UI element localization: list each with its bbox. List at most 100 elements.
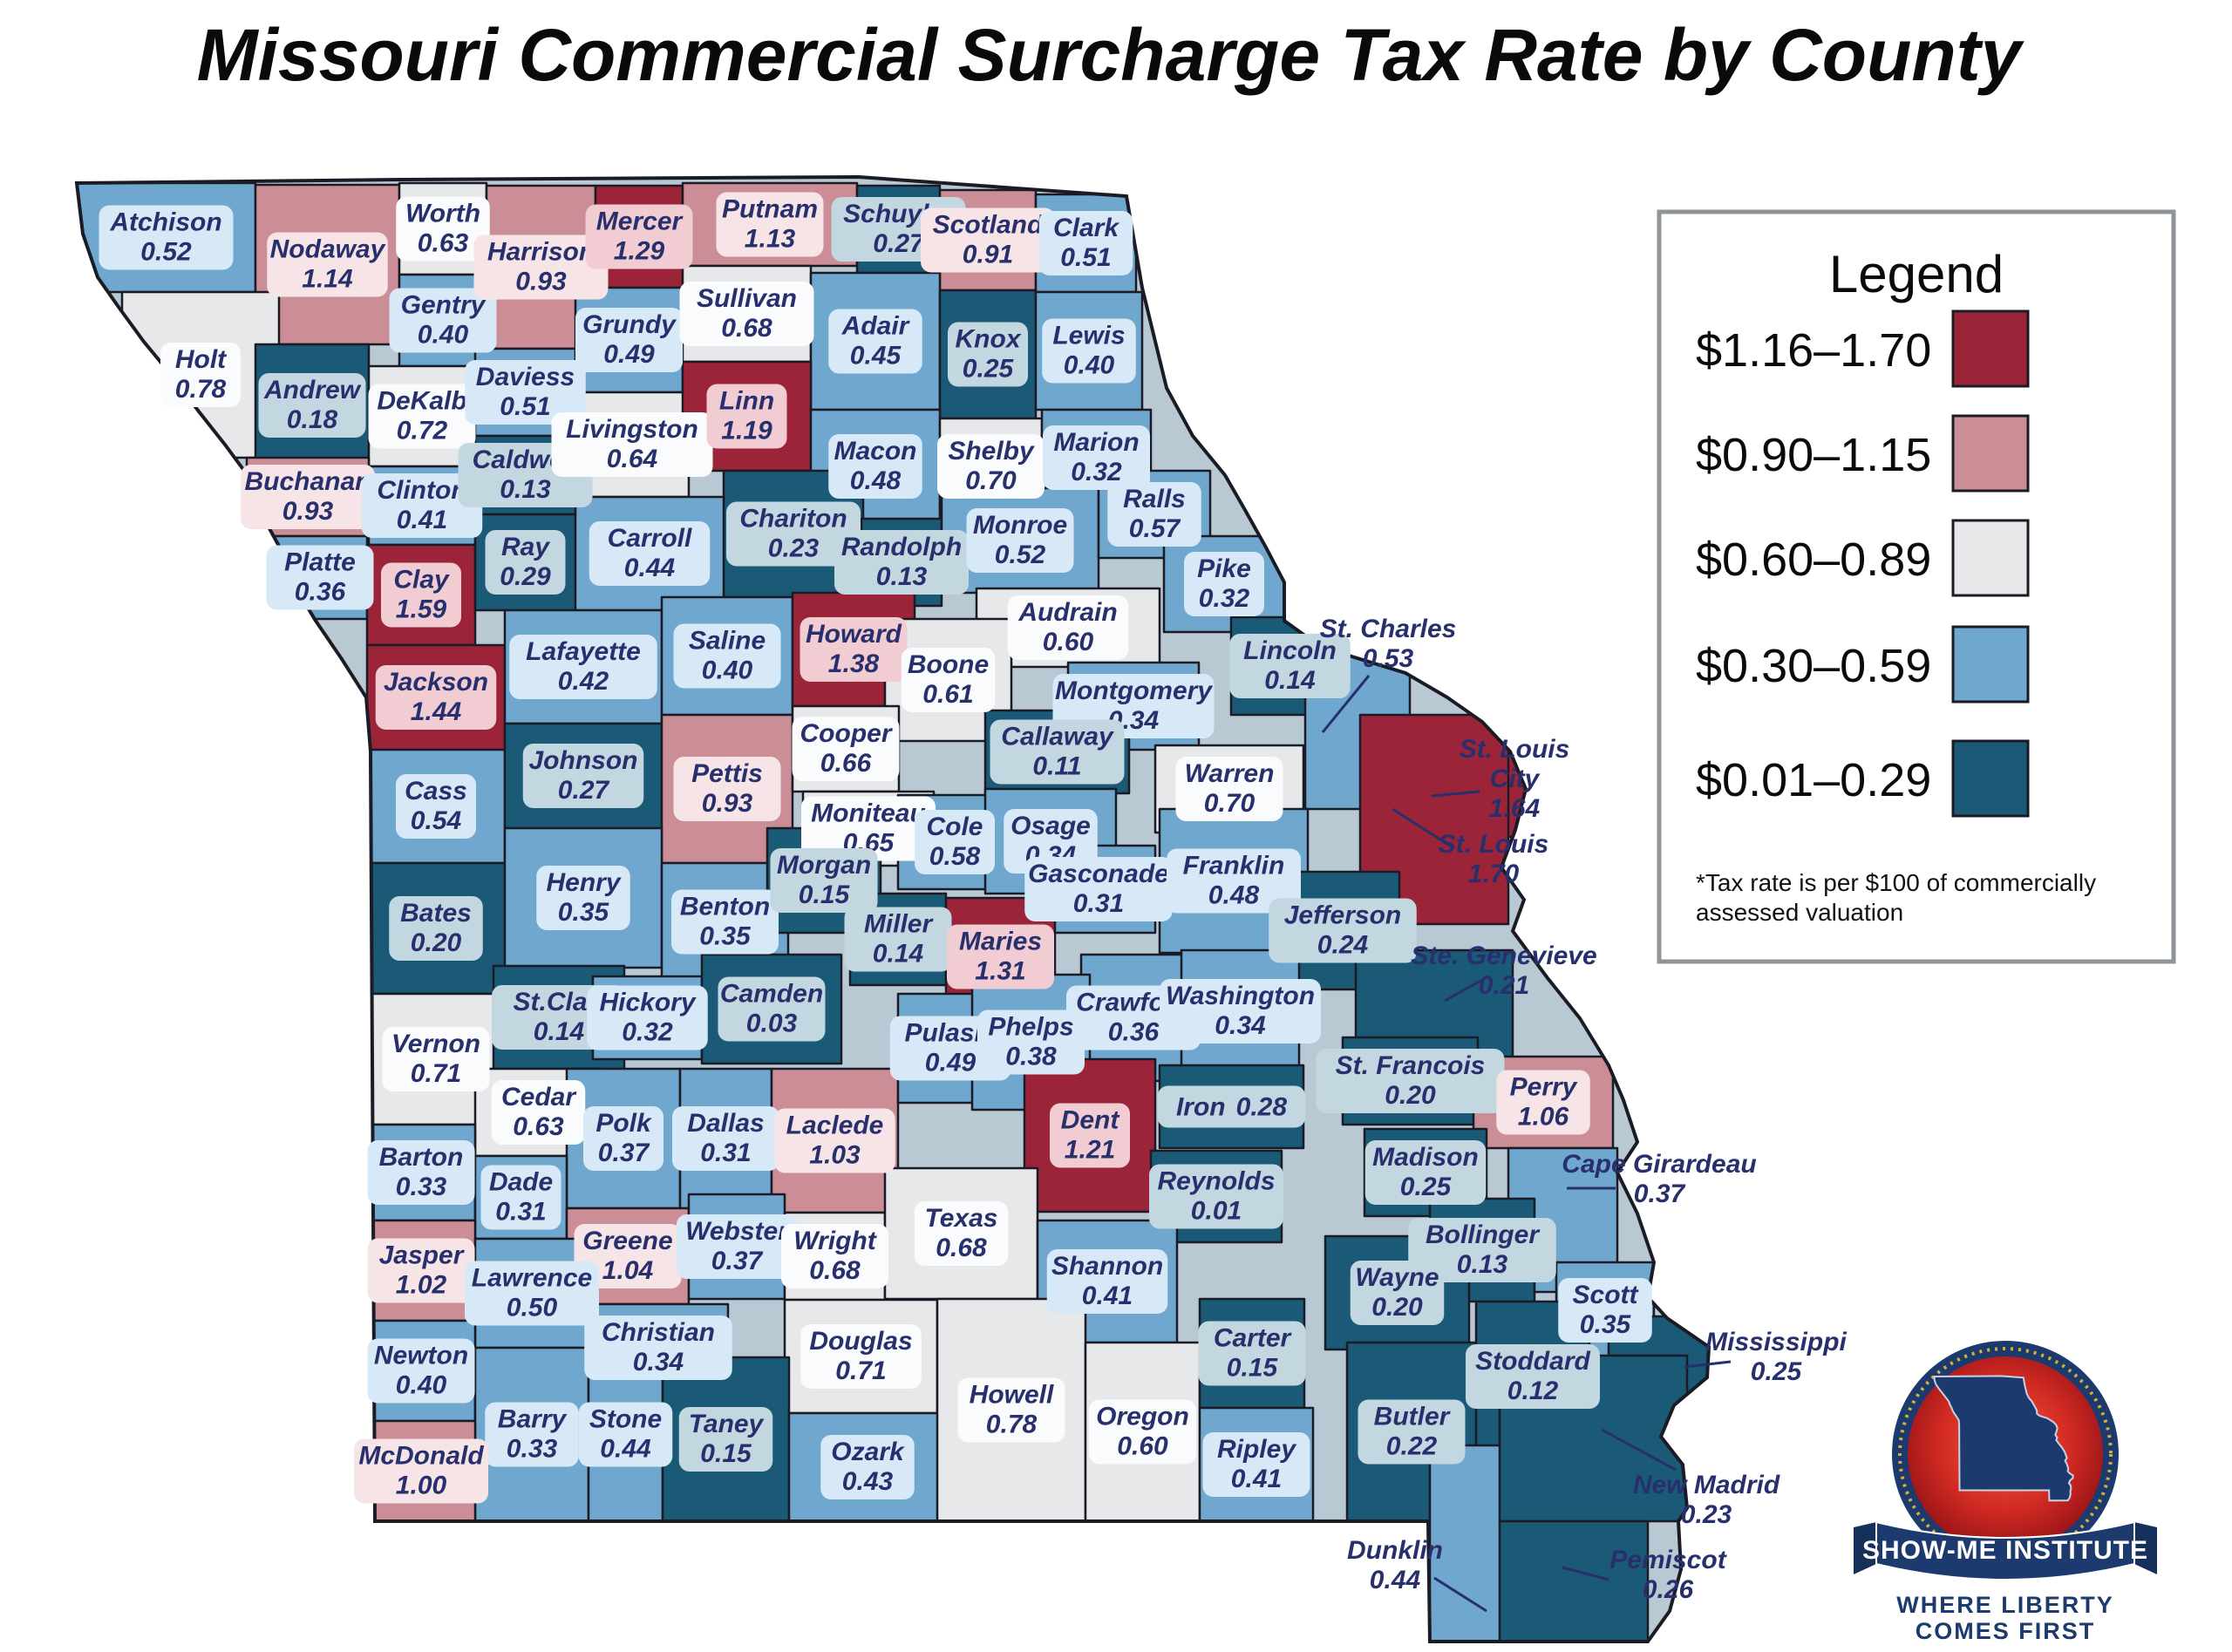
label-value-stoddard: 0.12: [1507, 1377, 1559, 1405]
legend-item-3-label: $0.60–0.89: [1696, 534, 1931, 586]
label-box-knox: [948, 322, 1028, 387]
label-value-carroll: 0.44: [624, 554, 676, 582]
label-box-ralls: [1107, 482, 1201, 547]
label-value-ripley: 0.41: [1231, 1465, 1282, 1493]
label-box-carter: [1198, 1321, 1306, 1386]
label-value-monroe: 0.52: [995, 540, 1046, 569]
county-label-iron: Iron 0.28: [1157, 1085, 1306, 1128]
label-name-livingston: Livingston: [566, 415, 698, 444]
label-name-monroe: Monroe: [973, 511, 1067, 540]
label-name-franklin: Franklin: [1183, 852, 1285, 880]
label-value-jasper: 1.02: [396, 1271, 447, 1300]
logo-banner-text: SHOW-ME INSTITUTE: [1862, 1536, 2148, 1565]
label-box-lafayette: [509, 635, 657, 699]
label-value-taney: 0.15: [700, 1439, 752, 1468]
label-value-lewis: 0.40: [1064, 351, 1115, 380]
label-box-buchanan: [241, 465, 375, 529]
label-box-perry: [1496, 1070, 1590, 1135]
label-value-shannon: 0.41: [1082, 1281, 1133, 1310]
label-box-mcdonald: [354, 1438, 488, 1504]
label-name-perry: Perry: [1510, 1073, 1578, 1102]
label-name-daviess: Daviess: [476, 363, 575, 391]
label-value-shelby: 0.70: [965, 466, 1017, 495]
label-box-jefferson: [1269, 898, 1417, 963]
label-box-monroe: [966, 508, 1074, 573]
label-box-lewis: [1042, 318, 1136, 384]
label-value-caldwell: 0.13: [500, 475, 551, 504]
label-value-platte: 0.36: [295, 578, 346, 607]
label-box-taney: [678, 1407, 773, 1472]
label-box-clay: [381, 562, 461, 628]
label-value-adair: 0.45: [850, 342, 902, 371]
label-box-pettis: [673, 757, 781, 821]
label-value-cole: 0.58: [929, 842, 981, 871]
label-name-atchison: Atchison: [109, 208, 221, 237]
ext-label-line-new-madrid: New Madrid: [1633, 1471, 1780, 1499]
label-box-cedar: [491, 1080, 586, 1145]
label-box-adair: [828, 309, 922, 374]
label-box-atchison: [99, 205, 234, 270]
label-value-maries: 1.31: [975, 957, 1025, 986]
label-name-buchanan: Buchanan: [244, 467, 371, 496]
label-box-barton: [367, 1140, 475, 1205]
label-box-cooper: [792, 717, 900, 781]
label-value-reynolds: 0.01: [1191, 1197, 1242, 1226]
label-name-christian: Christian: [602, 1318, 715, 1347]
label-name-lawrence: Lawrence: [472, 1264, 592, 1293]
label-value-ozark: 0.43: [842, 1467, 894, 1496]
label-name-mercer: Mercer: [596, 207, 684, 236]
label-name-lincoln: Lincoln: [1243, 636, 1337, 665]
label-value-oregon: 0.60: [1117, 1432, 1168, 1461]
label-box-maries: [947, 924, 1054, 989]
label-name-camden: Camden: [720, 980, 823, 1009]
label-value-vernon: 0.71: [411, 1059, 461, 1088]
label-name-worth: Worth: [405, 200, 480, 228]
label-box-putnam: [716, 192, 824, 257]
label-name-shannon: Shannon: [1051, 1252, 1163, 1281]
label-name-audrain: Audrain: [1017, 598, 1117, 627]
label-box-madison: [1364, 1140, 1487, 1205]
label-value-sullivan: 0.68: [721, 314, 772, 343]
label-value-grundy: 0.49: [603, 340, 655, 369]
legend-item-4-label: $0.30–0.59: [1696, 640, 1931, 692]
label-box-newton: [367, 1338, 475, 1404]
label-box-lawrence: [465, 1261, 599, 1326]
label-name-morgan: Morgan: [777, 851, 871, 880]
label-value-chariton: 0.23: [768, 534, 820, 563]
label-box-texas: [914, 1201, 1009, 1266]
label-value-gasconade: 0.31: [1073, 889, 1124, 918]
label-value-morgan: 0.15: [799, 880, 851, 909]
label-name-clinton: Clinton: [377, 476, 466, 505]
label-value-howard: 1.38: [828, 649, 880, 678]
label-name-moniteau: Moniteau: [811, 799, 926, 828]
label-box-oregon: [1089, 1399, 1196, 1465]
label-box-dent: [1050, 1103, 1130, 1168]
label-value-barton: 0.33: [396, 1173, 447, 1201]
ext-label-line-mississippi: Mississippi: [1705, 1328, 1847, 1356]
label-box-miller: [844, 907, 952, 972]
